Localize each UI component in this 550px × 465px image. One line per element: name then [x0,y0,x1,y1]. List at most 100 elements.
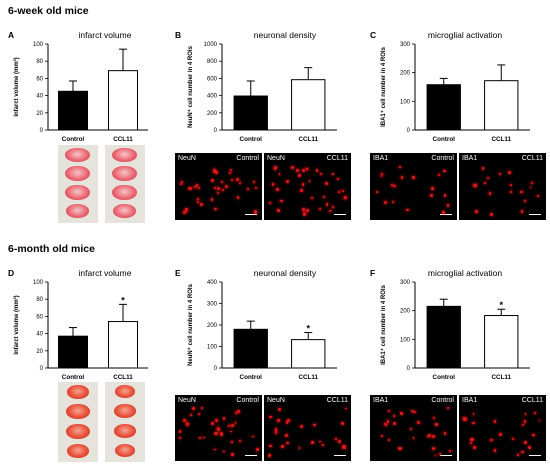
stained-cell [274,166,277,169]
stained-cell [520,190,523,194]
group-label: CCL11 [521,155,543,162]
panel-b-title: neuronal density [253,30,317,40]
y-tick-label: 800 [207,59,218,65]
stained-cell [323,196,326,199]
stained-cell [447,407,450,410]
stained-cell [188,186,192,191]
row-title-6-month: 6-month old mice [8,243,95,255]
stained-cell [413,410,416,414]
stained-cell [308,180,311,183]
stained-cell [275,430,277,433]
stained-cell [406,208,409,212]
panel-a-title: infarct volume [78,30,132,40]
stained-cell [321,443,324,446]
stained-cell [299,425,303,429]
y-tick-label: 0 [407,366,411,372]
stained-cell [391,184,393,186]
stained-cell [532,433,535,437]
stained-cell [400,176,404,180]
stained-cell [443,170,446,173]
stained-cell [393,421,397,426]
bar-control [426,84,461,131]
stained-cell [434,454,437,457]
y-tick-label: 400 [207,280,218,286]
y-tick-label: 300 [207,302,218,308]
stained-cell [432,417,435,420]
category-label: Control [62,374,85,381]
stained-cell [229,168,233,172]
y-tick-label: 20 [36,111,43,117]
stained-cell [229,430,232,433]
bar-ccl11 [291,79,326,131]
bar-ccl11 [108,321,138,369]
group-label: Control [236,155,259,162]
stained-cell [278,407,282,411]
stained-cell [268,202,272,205]
brain-section [67,444,89,458]
micrograph-e-control: NeuN Control [175,395,262,461]
stained-cell [216,192,219,195]
stained-cell [324,181,329,185]
stained-cell [214,431,218,435]
brain-section [65,166,90,181]
y-tick-label: 40 [36,94,43,100]
stained-cell [297,174,301,177]
stained-cell [214,419,218,423]
y-tick-label: 200 [207,323,218,329]
stained-cell [318,207,321,210]
panel-letter-a: A [8,30,15,40]
stained-cell [302,208,306,212]
stained-cell [236,196,240,199]
stained-cell [411,176,415,179]
stained-cell [269,444,272,448]
chart-d: 0 20 40 60 80 100 infarct volume (mm³) Control C… [13,280,148,381]
stained-cell [287,418,291,422]
y-tick-label: 40 [36,332,43,338]
stained-cell [238,182,241,185]
stained-cell [489,212,493,216]
stained-cell [510,191,512,194]
stained-cell [508,171,511,175]
panel-letter-c: C [370,30,377,40]
stained-cell [279,199,283,203]
stained-cell [285,179,289,183]
category-label: CCL11 [298,136,318,143]
stained-cell [438,452,442,456]
stained-cell [331,173,334,175]
stained-cell [253,210,257,214]
stain-label: IBA1 [373,155,389,162]
stained-cell [473,183,478,187]
y-axis-label: IBA1⁺ cell number in 4 ROIs [380,284,387,365]
y-tick-label: 100 [400,99,411,105]
stain-label: IBA1 [462,155,478,162]
stained-cell [320,173,323,176]
brain-section [65,185,90,200]
stained-cell [298,447,301,450]
category-label: Control [62,136,85,143]
stained-cell [301,168,306,173]
stained-cell [334,438,337,441]
stained-cell [521,210,524,213]
stained-cell [376,191,379,194]
stained-cell [538,419,541,422]
panel-c-title: microglial activation [427,30,503,40]
stained-cell [498,172,502,176]
stained-cell [269,415,272,418]
stained-cell [274,431,277,434]
stained-cell [231,440,234,443]
stained-cell [274,168,277,171]
stained-cell [486,176,490,180]
scale-bar [245,213,257,215]
stained-cell [197,186,201,190]
stained-cell [521,423,524,426]
y-axis-label: IBA1⁺ cell number in 4 ROIs [380,46,387,127]
stained-cell [499,432,503,436]
stained-cell [484,182,487,185]
stained-cell [435,423,438,426]
stained-cell [255,447,259,451]
stained-cell [410,428,413,431]
stained-cell [481,167,484,170]
stained-cell [179,182,183,186]
micrograph-b-control: NeuN Control [175,153,262,220]
stained-cell [488,192,492,195]
